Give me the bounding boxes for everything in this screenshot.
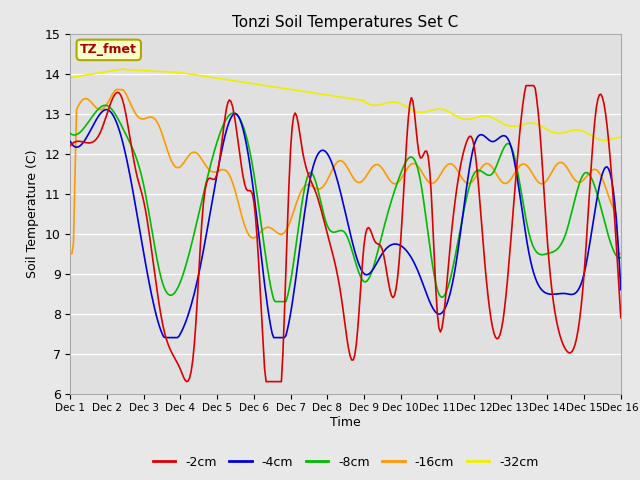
X-axis label: Time: Time: [330, 416, 361, 429]
Title: Tonzi Soil Temperatures Set C: Tonzi Soil Temperatures Set C: [232, 15, 459, 30]
Text: TZ_fmet: TZ_fmet: [80, 43, 137, 56]
Y-axis label: Soil Temperature (C): Soil Temperature (C): [26, 149, 39, 278]
Legend: -2cm, -4cm, -8cm, -16cm, -32cm: -2cm, -4cm, -8cm, -16cm, -32cm: [148, 451, 543, 474]
